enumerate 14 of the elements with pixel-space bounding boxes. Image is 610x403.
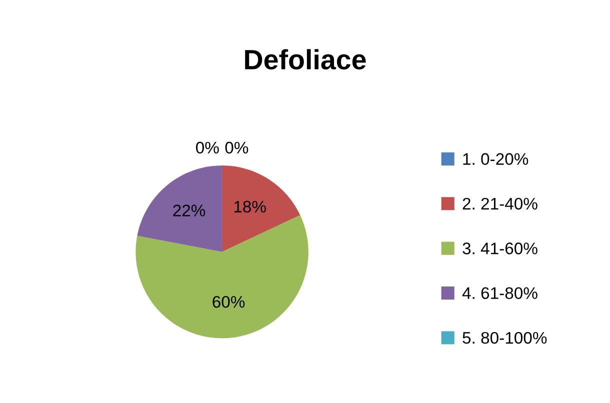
pie-slice	[136, 215, 308, 338]
text: 0%	[225, 142, 248, 154]
pie-slice	[137, 166, 222, 252]
data-label: 22%	[173, 204, 206, 216]
legend-label: 2. 21-40%	[462, 198, 538, 210]
legend-label: 5. 80-100%	[462, 332, 547, 344]
pie-slice	[222, 166, 300, 252]
legend-label: 3. 41-60%	[462, 242, 538, 254]
text: 0%	[196, 142, 219, 154]
chart-title: Defoliace	[245, 49, 366, 70]
legend-label: 1. 0-20%	[463, 153, 528, 165]
data-label: 60%	[212, 296, 245, 308]
data-label: 18%	[234, 200, 266, 213]
legend-label: 4. 61-80%	[462, 287, 538, 300]
